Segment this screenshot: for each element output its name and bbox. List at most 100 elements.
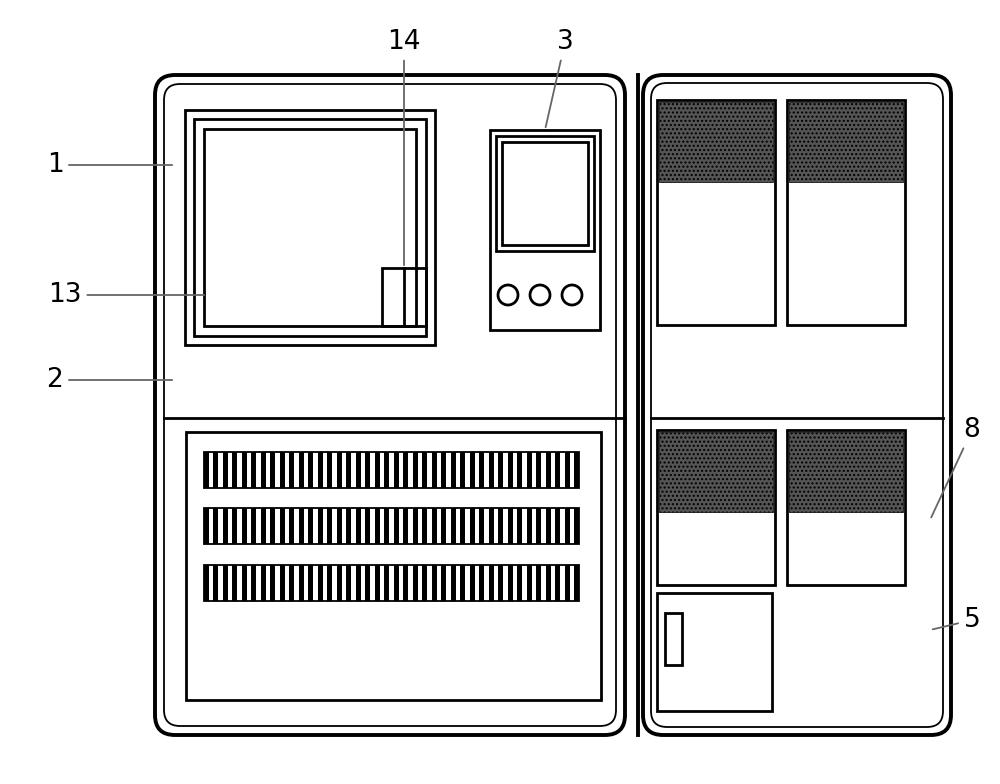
Bar [451,508,456,544]
Bar [232,508,237,544]
Bar [318,565,323,601]
Bar [479,452,484,488]
Bar [546,508,551,544]
Bar [318,508,323,544]
Bar [242,452,247,488]
Bar [536,565,541,601]
Bar [375,452,380,488]
Bar [413,565,418,601]
Bar [460,452,465,488]
Bar [422,452,427,488]
Bar [536,452,541,488]
Bar [213,565,218,601]
Bar [470,565,475,601]
Bar [365,452,370,488]
Bar [213,452,218,488]
Bar [289,452,294,488]
Bar [657,593,772,711]
Bar [280,452,285,488]
Bar [489,452,494,488]
Bar [242,508,247,544]
Bar [555,508,560,544]
Bar [204,452,579,488]
Bar [213,508,218,544]
Bar [432,508,437,544]
Bar [555,565,560,601]
Bar [574,452,579,488]
Bar [261,508,266,544]
Bar [308,565,313,601]
Bar [186,432,601,700]
Bar [337,508,342,544]
Bar [441,452,446,488]
Bar [365,508,370,544]
Bar [517,508,522,544]
Bar [787,100,905,325]
Bar [565,508,570,544]
Bar [204,565,209,601]
Bar [508,508,513,544]
Bar [432,565,437,601]
Bar [422,508,427,544]
Bar [261,452,266,488]
Bar [308,508,313,544]
Bar [403,565,408,601]
Bar [327,452,332,488]
Text: 2: 2 [47,367,172,393]
Bar [232,452,237,488]
Bar [204,129,416,326]
Bar [479,508,484,544]
Bar [659,432,773,512]
Bar [375,565,380,601]
Bar [394,508,399,544]
Bar [470,508,475,544]
Bar [337,565,342,601]
Text: 13: 13 [48,282,204,308]
Bar [489,508,494,544]
Bar [657,100,775,325]
Bar [299,452,304,488]
Text: 8: 8 [931,417,980,517]
Bar [502,142,588,245]
Bar [251,508,256,544]
Bar [413,508,418,544]
Bar [365,565,370,601]
Bar [375,508,380,544]
Bar [299,508,304,544]
Bar [479,565,484,601]
Text: 1: 1 [47,152,172,178]
Bar [413,452,418,488]
Bar [270,508,275,544]
Bar [527,508,532,544]
Bar [232,565,237,601]
Bar [280,565,285,601]
Bar [527,565,532,601]
Bar [337,452,342,488]
Bar [659,102,773,182]
Text: 3: 3 [546,29,573,127]
Bar [223,508,228,544]
Bar [346,452,351,488]
Bar [204,452,209,488]
Bar [508,452,513,488]
Bar [789,102,903,182]
Bar [270,452,275,488]
Bar [251,565,256,601]
Bar [490,130,600,330]
Bar [356,565,361,601]
Bar [261,565,266,601]
Bar [204,565,579,601]
Bar [498,508,503,544]
Bar [787,430,905,585]
Bar [451,452,456,488]
Bar [403,452,408,488]
Bar [517,565,522,601]
Bar [251,452,256,488]
Text: 14: 14 [387,29,421,265]
Bar [508,565,513,601]
Bar [346,565,351,601]
Bar [665,613,682,665]
Bar [356,452,361,488]
Bar [384,508,389,544]
Bar [194,119,426,336]
